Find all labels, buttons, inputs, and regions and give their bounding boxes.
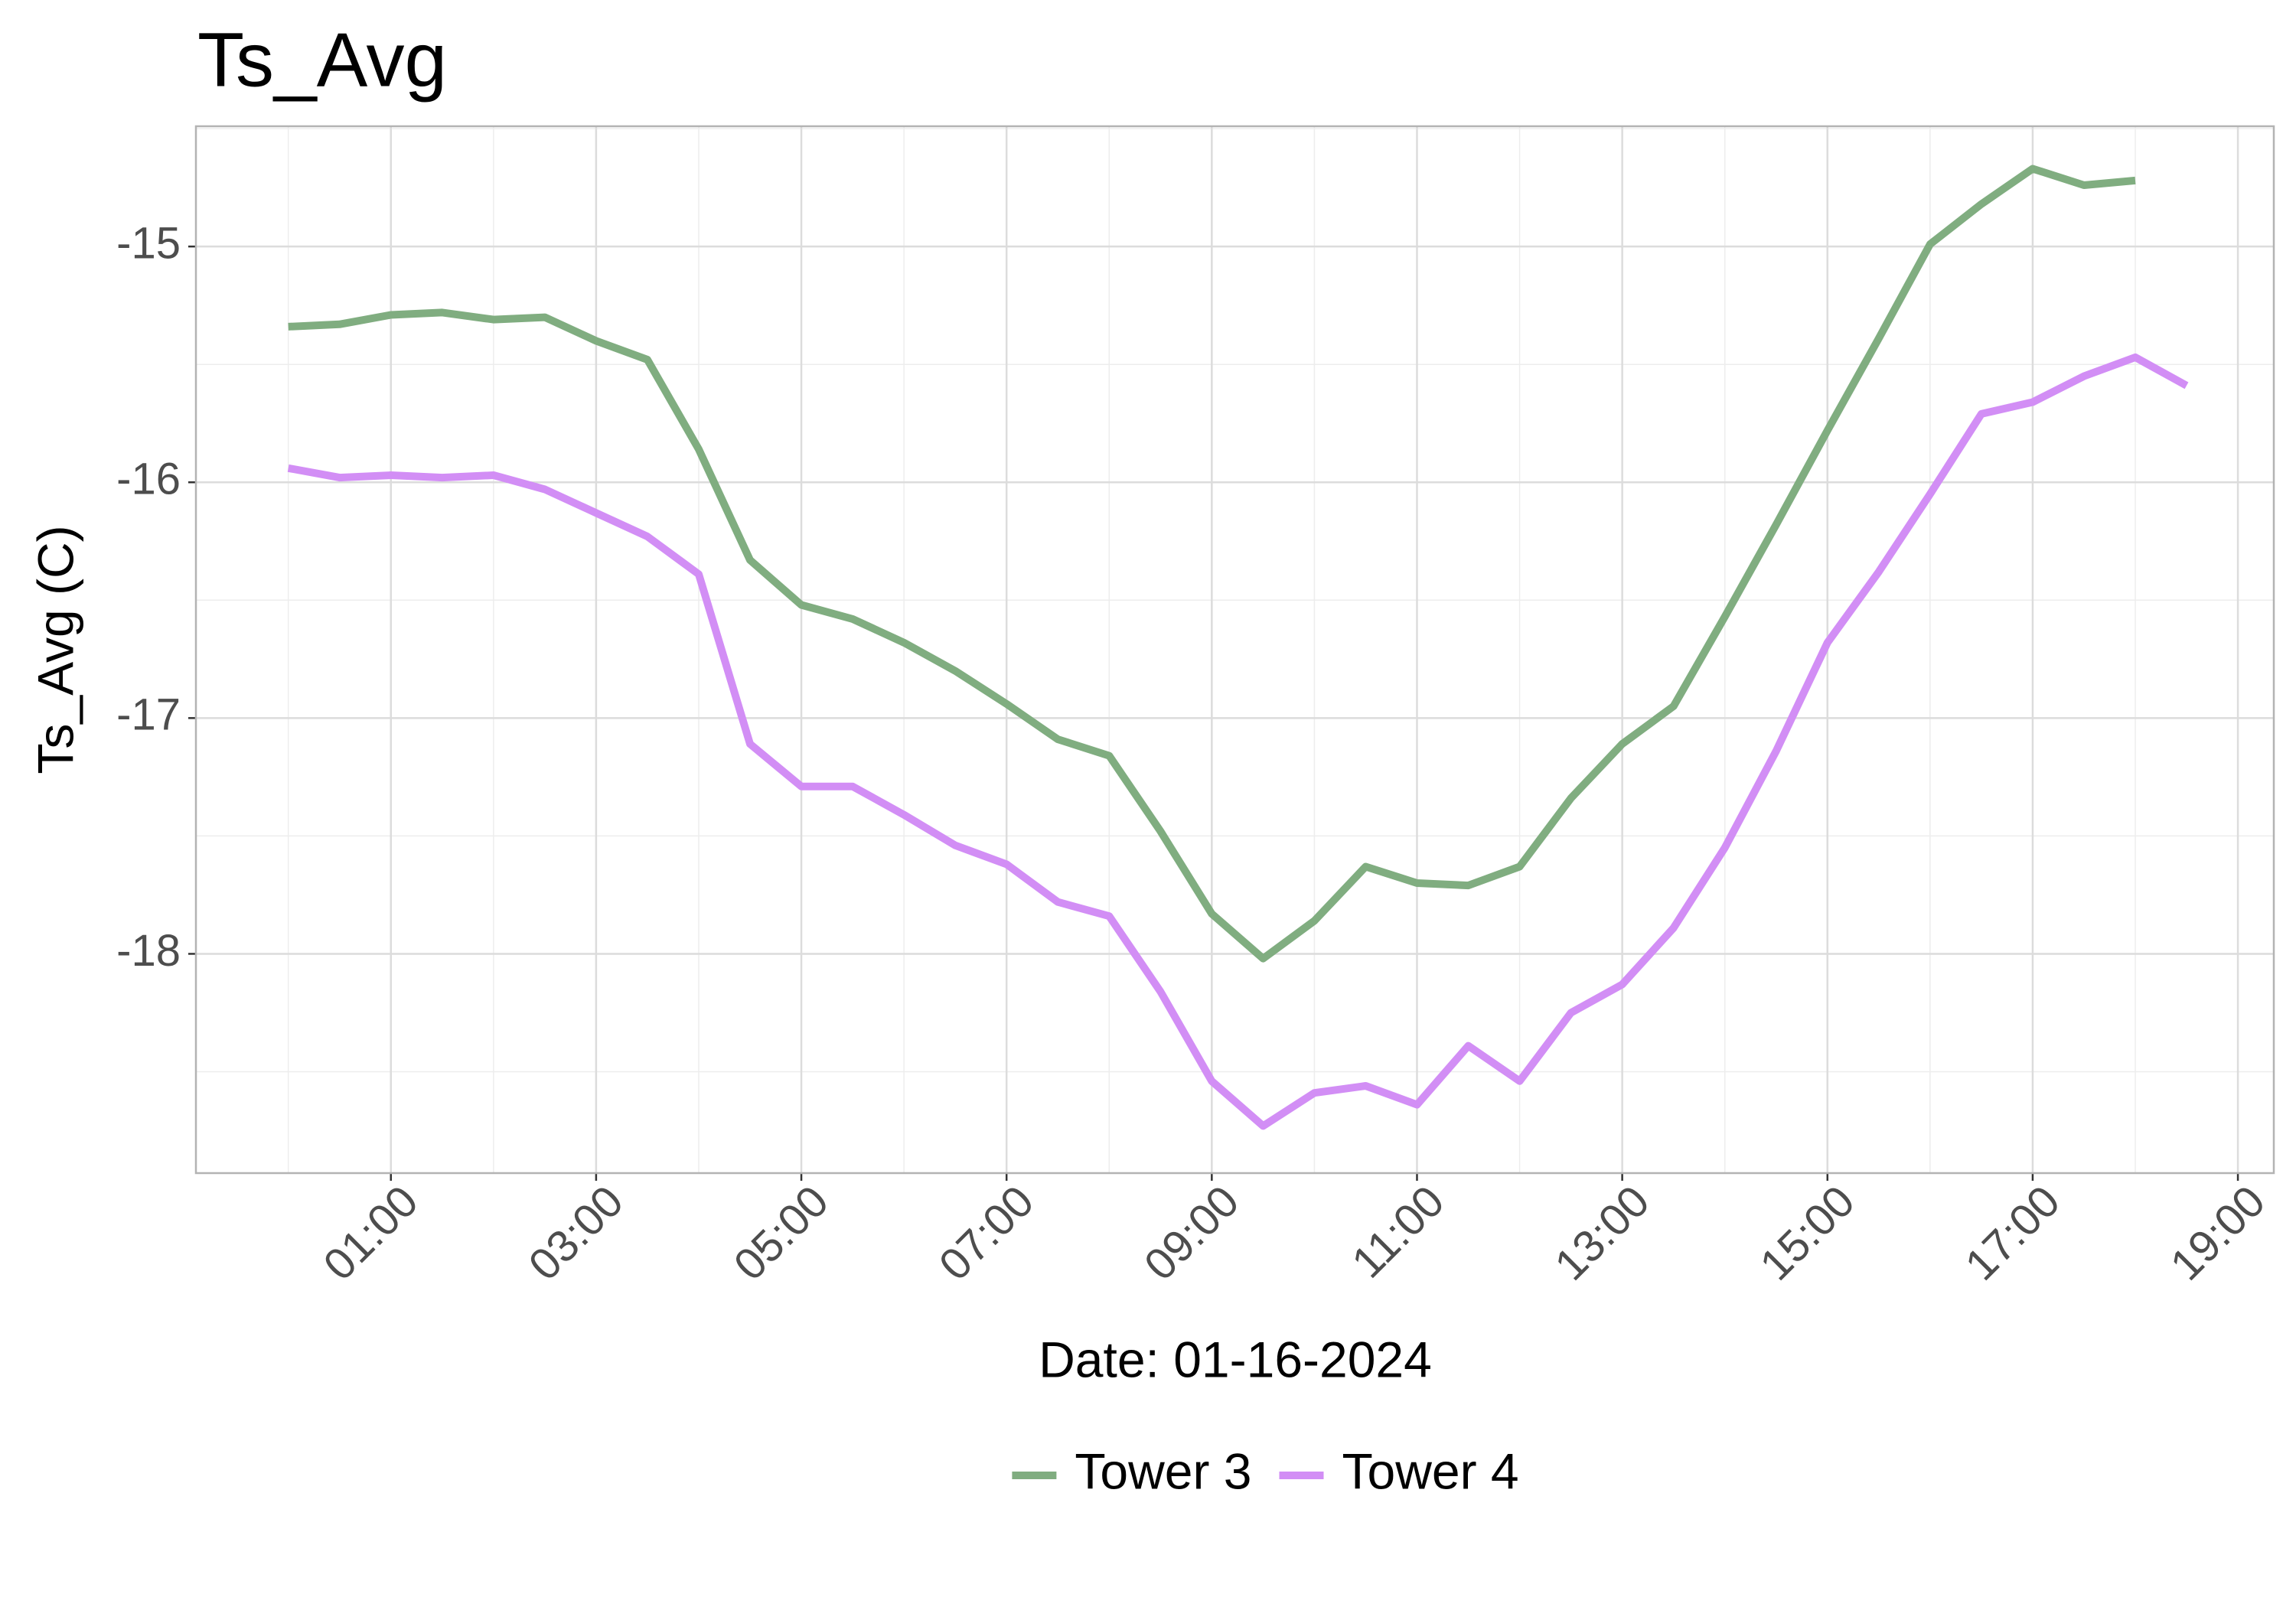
x-axis-title: Date: 01-16-2024 [1039,1331,1432,1387]
legend-label: Tower 3 [1075,1442,1251,1499]
plot-border [194,125,2275,1175]
y-axis-title: Ts_Avg (C) [27,525,83,774]
y-tick-label: -17 [116,690,181,740]
legend-label: Tower 4 [1342,1442,1519,1499]
chart-title: Ts_Avg [197,17,447,103]
data-line [288,165,2136,963]
legend: Tower 3 Tower 4 [1012,1442,1519,1499]
y-tick-label: -15 [116,218,181,268]
data-line [287,353,2189,1130]
y-tick-label: -18 [116,926,181,976]
y-tick-label: -16 [116,455,181,504]
